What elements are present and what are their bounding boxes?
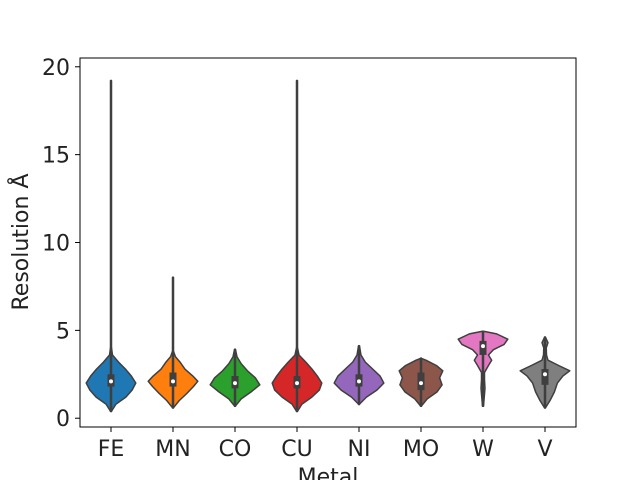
violin-v: [519, 336, 571, 409]
violin-iqr-box-v: [541, 369, 549, 385]
y-tick-label: 10: [42, 232, 70, 257]
y-tick-label: 15: [42, 144, 70, 169]
violin-w: [457, 330, 509, 408]
y-axis-label: Resolution Å: [7, 174, 34, 311]
y-tick-label: 5: [56, 319, 70, 344]
y-tick-label: 0: [56, 407, 70, 432]
x-tick-label-mn: MN: [155, 437, 190, 462]
violin-mn: [147, 276, 199, 409]
plot-frame: [79, 57, 577, 428]
x-tick-label-v: V: [537, 437, 552, 462]
x-tick-label-ni: NI: [348, 437, 371, 462]
violin-median-dot-co: [233, 381, 237, 386]
violin-median-dot-mn: [171, 379, 175, 384]
violin-median-dot-v: [543, 372, 547, 377]
violin-median-dot-mo: [419, 381, 423, 386]
violin-median-dot-ni: [357, 379, 361, 384]
violin-cu: [271, 79, 323, 413]
x-tick-label-co: CO: [219, 437, 252, 462]
x-tick-label-w: W: [472, 437, 494, 462]
y-tick-label: 20: [42, 56, 70, 81]
violin-mo: [398, 357, 444, 408]
violin-fe: [85, 79, 137, 413]
x-axis-ticks: FE MN CO CU NI MO W V: [98, 427, 553, 462]
x-tick-label-cu: CU: [281, 437, 312, 462]
x-tick-label-mo: MO: [403, 437, 439, 462]
violin-median-dot-fe: [109, 379, 113, 384]
x-axis-label: Metal: [298, 465, 359, 480]
y-axis-ticks: 0 5 10 15 20: [42, 56, 80, 432]
violin-co: [209, 348, 261, 408]
x-tick-label-fe: FE: [98, 437, 125, 462]
violins-group: [85, 79, 571, 413]
violin-median-dot-cu: [295, 381, 299, 386]
violin-median-dot-w: [481, 344, 485, 349]
violin-ni: [333, 344, 385, 406]
